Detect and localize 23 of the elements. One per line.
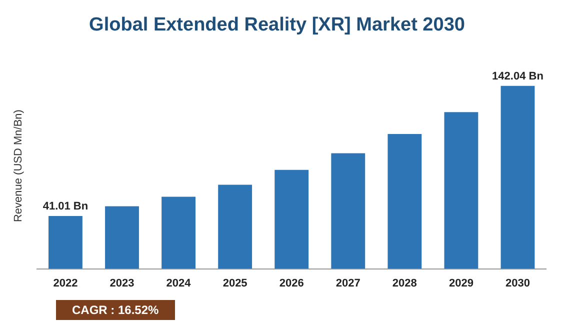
bar: [218, 184, 252, 269]
y-axis-title: Revenue (USD Mn/Bn): [12, 110, 25, 222]
x-tick-label: 2024: [166, 277, 192, 290]
bar: [331, 153, 366, 269]
bar: [388, 134, 422, 269]
x-tick-label: 2027: [336, 277, 360, 290]
bar: [48, 216, 82, 269]
x-tick-label: 2023: [110, 277, 134, 290]
x-tick-label: 2022: [53, 277, 78, 290]
bar: [500, 86, 535, 269]
bar: [162, 196, 196, 269]
x-tick-label: 2030: [505, 277, 530, 290]
data-label: 142.04 Bn: [492, 70, 544, 82]
x-tick-label: 2026: [279, 277, 304, 290]
x-tick-label: 2029: [448, 277, 474, 290]
x-tick-label: 2025: [222, 277, 248, 290]
bar: [444, 112, 478, 269]
text: CAGR : 16.52%: [56, 300, 175, 320]
bar: [105, 206, 139, 269]
bar: [274, 170, 309, 269]
x-tick-label: 2028: [392, 277, 417, 290]
chart-title: Global Extended Reality [XR] Market 2030: [89, 14, 465, 36]
data-label: 41.01 Bn: [42, 200, 88, 213]
